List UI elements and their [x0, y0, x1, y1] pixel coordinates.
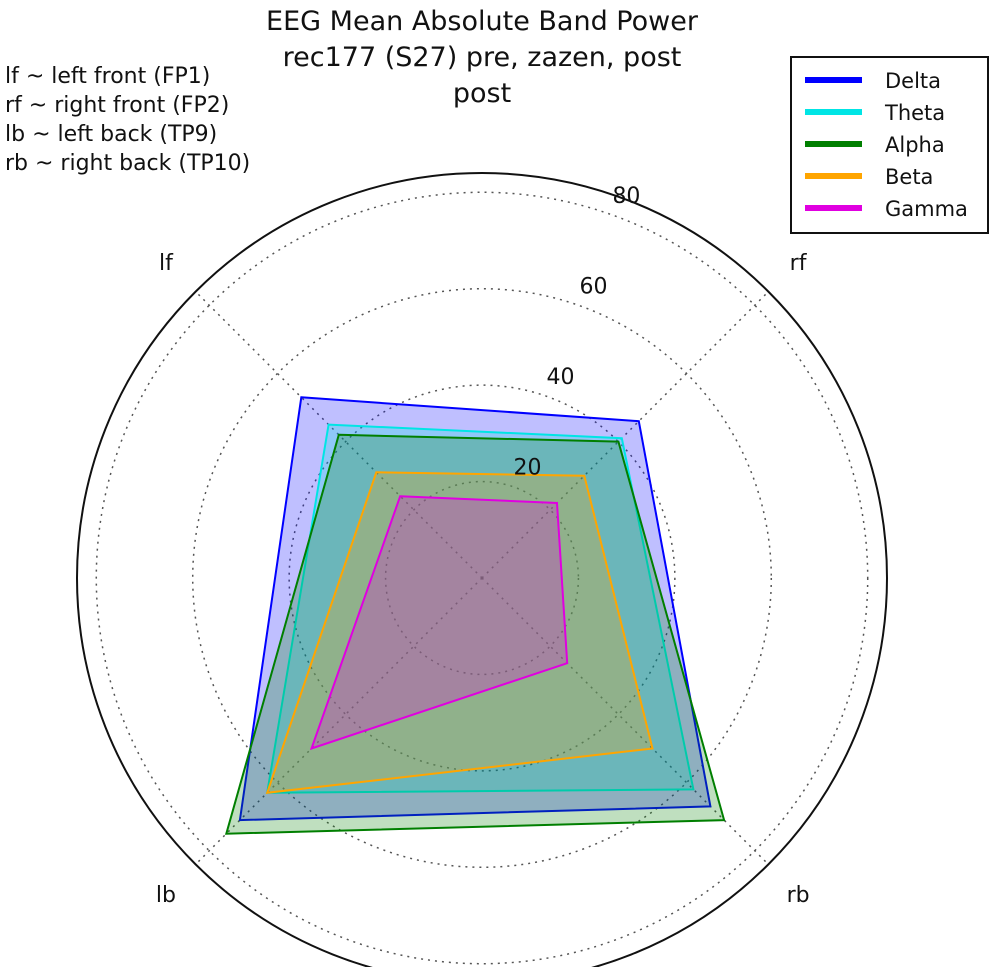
grid-circle — [384, 480, 580, 676]
legend-label-beta: Beta — [885, 165, 933, 189]
axis-label-rf: rf — [790, 251, 808, 276]
legend-label-gamma: Gamma — [885, 197, 968, 221]
legend-label-theta: Theta — [884, 101, 945, 125]
axis-notes: lf ~ left front (FP1) rf ~ right front (F… — [5, 64, 250, 176]
title-line: EEG Mean Absolute Band Power — [266, 6, 699, 37]
axis-label-lb: lb — [156, 883, 176, 908]
legend-label-alpha: Alpha — [885, 133, 945, 157]
radial-tick-labels: 20 40 60 80 — [514, 184, 641, 481]
tick-label: 40 — [546, 365, 574, 390]
tick-label: 20 — [514, 456, 542, 481]
grid-spoke — [481, 577, 769, 865]
grid-circle — [191, 287, 773, 869]
title-line: rec177 (S27) pre, zazen, post — [283, 42, 682, 73]
grid-spoke — [195, 577, 483, 865]
note-line: rf ~ right front (FP2) — [5, 93, 229, 118]
legend: Delta Theta Alpha Beta Gamma — [790, 56, 989, 234]
legend-label-delta: Delta — [885, 69, 941, 93]
note-line: lf ~ left front (FP1) — [5, 64, 210, 89]
axis-label-lf: lf — [159, 251, 174, 276]
grid-circle — [288, 384, 676, 772]
axis-label-rb: rb — [787, 883, 810, 908]
axis-labels: lf rf rb lb — [156, 251, 810, 908]
grid-spoke — [481, 291, 769, 579]
chart-title: EEG Mean Absolute Band Power rec177 (S27)… — [266, 6, 699, 109]
series-beta — [265, 471, 654, 794]
title-line: post — [453, 78, 511, 109]
polar-grid — [76, 172, 888, 967]
tick-label: 80 — [612, 184, 640, 209]
series-theta — [266, 423, 695, 794]
note-line: rb ~ right back (TP10) — [5, 151, 250, 176]
tick-label: 60 — [579, 274, 607, 299]
note-line: lb ~ left back (TP9) — [5, 122, 217, 147]
series-delta — [238, 396, 712, 822]
series-polygons — [224, 396, 726, 835]
grid-circle — [95, 191, 869, 965]
series-gamma — [309, 495, 569, 751]
grid-spoke — [195, 291, 483, 579]
outer-circle — [76, 172, 888, 967]
